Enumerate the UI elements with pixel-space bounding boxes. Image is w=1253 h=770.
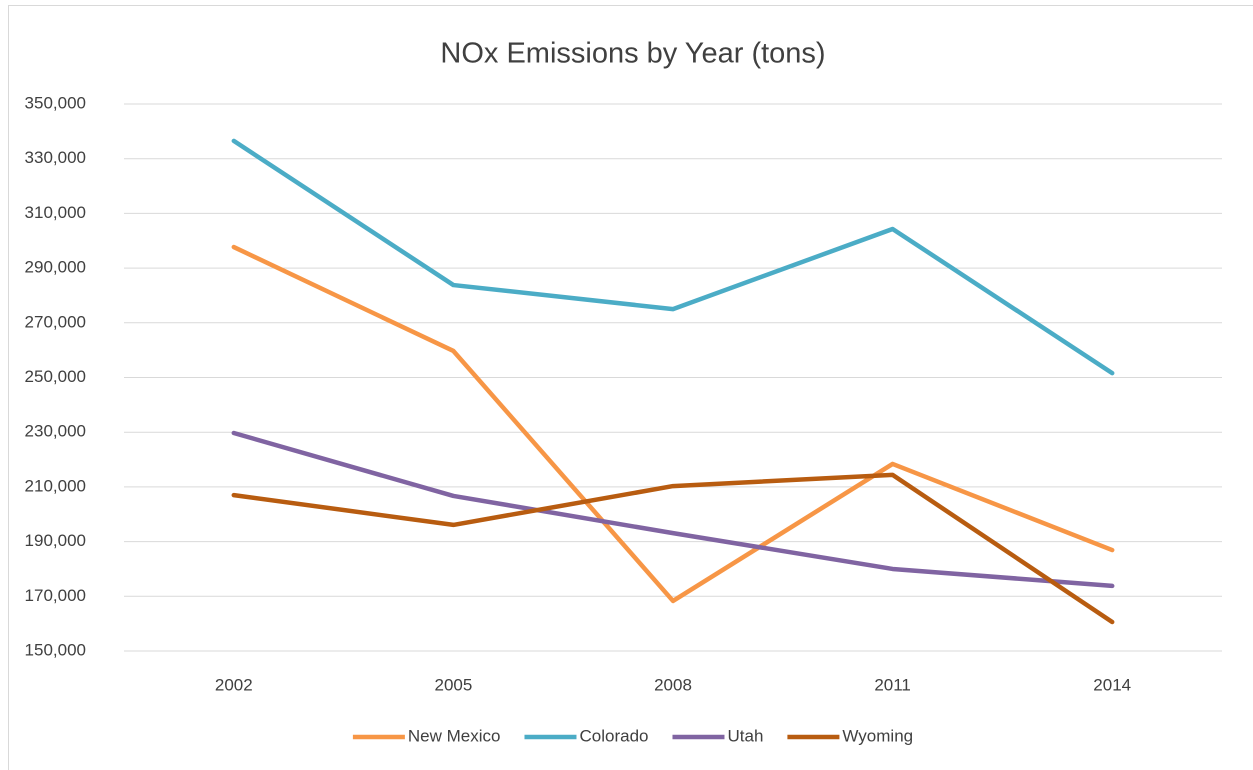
y-tick-label: 350,000 bbox=[25, 93, 86, 112]
x-tick-label: 2014 bbox=[1093, 675, 1131, 694]
x-tick-label: 2002 bbox=[215, 675, 253, 694]
y-tick-label: 330,000 bbox=[25, 148, 86, 167]
y-tick-label: 270,000 bbox=[25, 312, 86, 331]
legend-label: Utah bbox=[727, 726, 763, 745]
legend-label: Wyoming bbox=[842, 726, 913, 745]
y-tick-label: 230,000 bbox=[25, 422, 86, 441]
x-tick-label: 2008 bbox=[654, 675, 692, 694]
y-tick-label: 250,000 bbox=[25, 367, 86, 386]
legend-label: Colorado bbox=[579, 726, 648, 745]
chart-frame bbox=[8, 5, 1253, 770]
series-line bbox=[231, 430, 1115, 589]
y-tick-label: 310,000 bbox=[25, 203, 86, 222]
y-tick-label: 210,000 bbox=[25, 476, 86, 495]
y-tick-label: 170,000 bbox=[25, 586, 86, 605]
series-line bbox=[231, 244, 1115, 604]
x-tick-label: 2005 bbox=[434, 675, 472, 694]
legend-label: New Mexico bbox=[408, 726, 501, 745]
series-line bbox=[231, 138, 1115, 376]
series-line bbox=[231, 472, 1115, 625]
y-tick-label: 290,000 bbox=[25, 258, 86, 277]
y-tick-label: 190,000 bbox=[25, 531, 86, 550]
y-tick-label: 150,000 bbox=[25, 640, 86, 659]
chart-title: NOx Emissions by Year (tons) bbox=[440, 38, 825, 70]
x-tick-label: 2011 bbox=[874, 675, 911, 694]
